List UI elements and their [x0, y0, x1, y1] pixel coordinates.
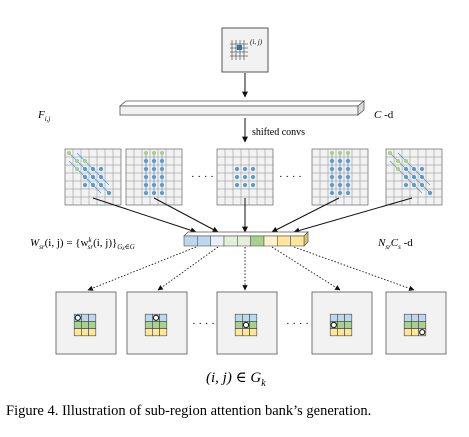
shifted-conv-grid-5: [385, 148, 443, 206]
shifted-convs-label: shifted convs: [252, 127, 305, 138]
channel-label: C -d: [374, 109, 394, 121]
bank-cell: [263, 235, 278, 247]
attention-bank-bar: [183, 231, 309, 247]
sub-region-box-2: [126, 291, 188, 355]
feature-label: Fi,j: [37, 109, 50, 123]
ellipsis-bottom-left: · · · ·: [192, 318, 215, 330]
input-patch-box: [221, 27, 269, 73]
bank-cell: [197, 235, 211, 247]
arrows-to-bank: [92, 197, 413, 234]
shifted-conv-grid-1: [64, 148, 122, 206]
ellipsis-bottom-right: · · · ·: [286, 318, 309, 330]
sub-region-box-5: [385, 291, 447, 355]
bank-cell: [290, 235, 305, 247]
sub-region-box-4: [311, 291, 373, 355]
region-membership-label: (i, j) ∈ Gk: [206, 370, 266, 389]
ellipsis-top-right: · · · ·: [279, 171, 302, 183]
bank-cell: [277, 235, 291, 247]
shifted-conv-grid-4: [311, 148, 369, 206]
shifted-conv-grid-3: [216, 148, 274, 206]
sub-region-boxes: [55, 291, 447, 355]
sub-region-box-1: [55, 291, 117, 355]
sub-region-box-3: [216, 291, 278, 355]
arrows-to-regions: [87, 246, 415, 291]
bank-cell: [250, 235, 265, 247]
bank-cell: [210, 235, 225, 247]
bank-formula-label: Wsr(i, j) = {wk sr(i, j)}Gk∈G: [30, 236, 135, 252]
bank-cell: [183, 235, 198, 247]
feature-bar: [118, 100, 366, 116]
ellipsis-top-left: · · · ·: [191, 171, 214, 183]
figure-caption: Figure 4. Illustration of sub-region att…: [6, 403, 371, 419]
bank-cell: [223, 235, 238, 247]
shifted-conv-grids: [64, 148, 443, 206]
bank-cell: [237, 235, 251, 247]
input-position-label: (i, j): [250, 38, 263, 46]
shifted-conv-grid-2: [125, 148, 183, 206]
bank-dim-label: NsrCs -d: [377, 237, 413, 251]
